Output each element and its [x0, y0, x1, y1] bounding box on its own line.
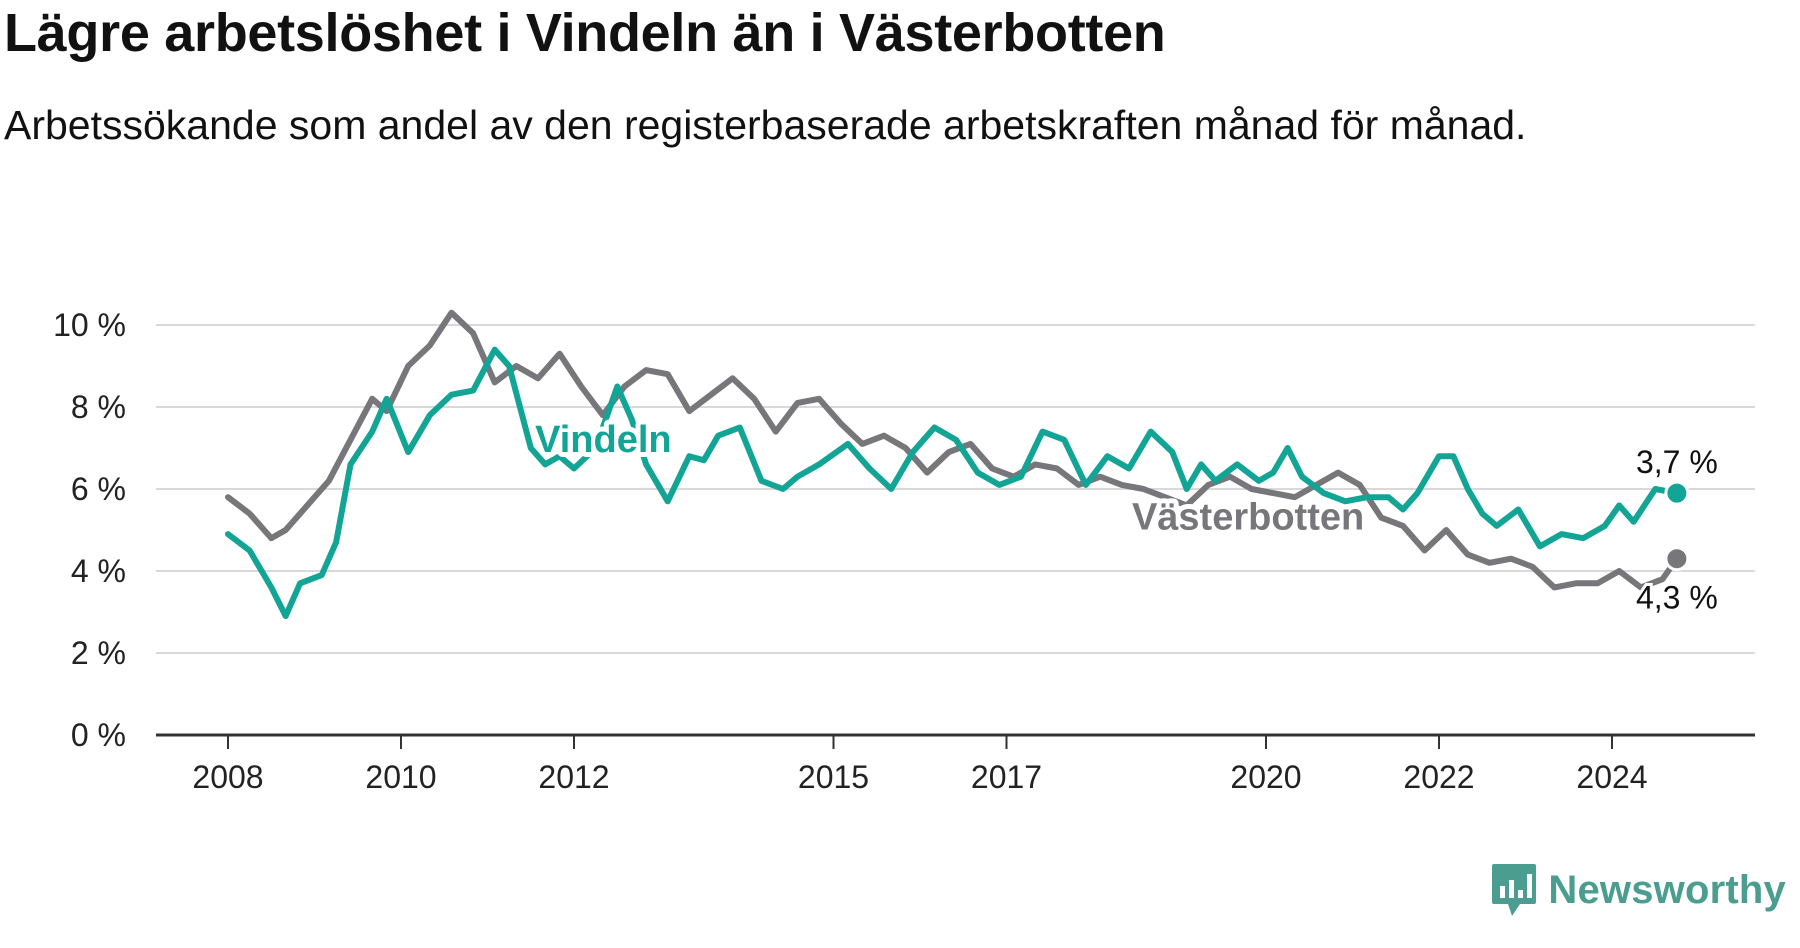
x-tick-label: 2024 [1576, 759, 1647, 795]
x-tick-label: 2012 [538, 759, 609, 795]
end-value-label: 3,7 % [1636, 444, 1718, 480]
y-tick-label: 0 % [71, 717, 126, 753]
x-tick-label: 2017 [971, 759, 1042, 795]
y-tick-label: 10 % [53, 307, 126, 343]
x-tick-label: 2010 [365, 759, 436, 795]
series-line-vsterbotten [225, 309, 1680, 591]
series-lines [225, 309, 1680, 620]
series-name-label: Västerbotten [1132, 497, 1364, 539]
y-tick-label: 2 % [71, 635, 126, 671]
y-tick-label: 6 % [71, 471, 126, 507]
y-tick-label: 8 % [71, 389, 126, 425]
newsworthy-logo: Newsworthy [1490, 860, 1786, 920]
x-tick-label: 2022 [1403, 759, 1474, 795]
x-tick-label: 2008 [192, 759, 263, 795]
x-axis: 2008 2010 2012 2015 2017 2020 2022 2024 [156, 733, 1755, 795]
gridlines: 0 % 2 % 4 % 6 % 8 % 10 % [53, 307, 1755, 753]
chart-subtitle: Arbetssökande som andel av den registerb… [4, 102, 1527, 148]
x-tick-label: 2020 [1230, 759, 1301, 795]
x-tick-label: 2015 [798, 759, 869, 795]
series-line-vindeln [225, 346, 1680, 620]
chart-title: Lägre arbetslöshet i Vindeln än i Väster… [4, 3, 1166, 63]
end-marker-vsterbotten [1664, 546, 1690, 572]
newsworthy-logo-icon [1492, 864, 1537, 916]
series-name-label: Vindeln [535, 419, 672, 461]
y-tick-label: 4 % [71, 553, 126, 589]
newsworthy-logo-text: Newsworthy [1548, 867, 1786, 912]
end-marker-vindeln [1664, 480, 1690, 506]
chart-labels: 3,7 % 4,3 % Vindeln Västerbotten [530, 414, 1721, 619]
end-value-label: 4,3 % [1636, 580, 1718, 616]
